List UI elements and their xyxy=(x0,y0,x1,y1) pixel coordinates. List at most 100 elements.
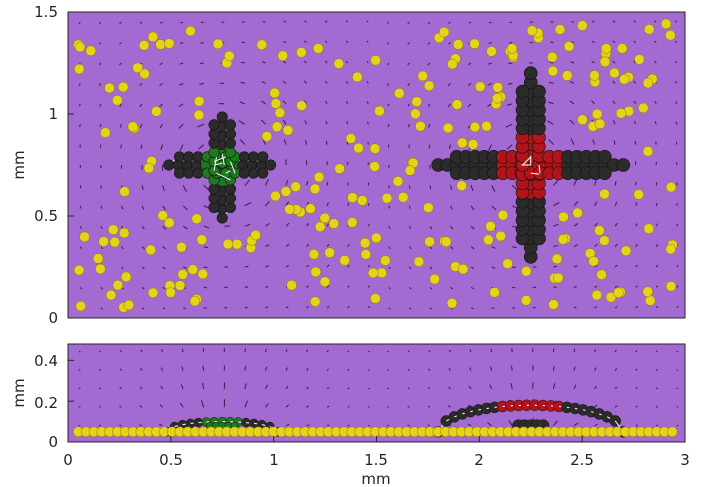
flow-arrow xyxy=(635,306,638,309)
flow-arrow xyxy=(470,246,475,250)
tracer-bead xyxy=(467,139,479,150)
tracer-bead xyxy=(290,181,301,192)
tracer-bead xyxy=(176,241,187,253)
flow-arrow xyxy=(594,243,598,247)
flow-arrow xyxy=(306,368,309,371)
flow-arrow xyxy=(635,223,638,227)
flow-arrow xyxy=(180,21,184,24)
flow-arrow xyxy=(387,42,390,45)
tracer-bead xyxy=(92,253,104,264)
flow-arrow xyxy=(387,387,390,390)
tracer-bead xyxy=(231,238,243,250)
flow-arrow xyxy=(573,244,578,248)
flow-arrow xyxy=(265,285,269,288)
flow-arrow xyxy=(160,349,164,353)
flow-arrow xyxy=(506,144,513,150)
flow-arrow xyxy=(408,225,412,230)
flow-arrow xyxy=(162,205,166,211)
tracer-bead xyxy=(117,81,129,93)
tracer-bead xyxy=(139,68,150,80)
flow-arrow xyxy=(591,20,595,23)
flow-arrow xyxy=(303,60,307,64)
particle-bead xyxy=(597,166,612,180)
flow-arrow xyxy=(139,103,143,108)
flow-arrow xyxy=(467,62,472,66)
flow-arrow xyxy=(119,103,122,107)
tracer-bead xyxy=(547,51,558,63)
flow-arrow xyxy=(508,62,513,65)
flow-arrow xyxy=(553,201,560,207)
flow-arrow xyxy=(635,243,638,247)
flow-arrow xyxy=(324,40,328,43)
particle-bead xyxy=(183,167,195,179)
flow-arrow xyxy=(429,266,433,270)
flow-arrow xyxy=(470,266,475,270)
flow-arrow xyxy=(654,60,657,64)
flow-arrow xyxy=(447,83,451,87)
flow-arrow xyxy=(179,82,184,86)
flow-arrow xyxy=(409,287,412,290)
tracer-bead xyxy=(334,163,345,174)
flow-arrow xyxy=(407,42,410,45)
flow-arrow xyxy=(240,81,246,84)
flow-arrow xyxy=(387,83,390,86)
flow-arrow xyxy=(366,101,369,104)
flow-arrow xyxy=(428,144,431,149)
particle-link xyxy=(216,172,231,181)
flow-arrow xyxy=(655,244,659,247)
top-ytick-label: 1.5 xyxy=(34,3,58,21)
flow-arrow xyxy=(470,225,475,230)
flow-arrow xyxy=(326,181,329,186)
particle-bead xyxy=(208,146,220,158)
tracer-bead xyxy=(616,43,628,54)
flow-arrow xyxy=(159,62,163,66)
bottom-flow-arrows xyxy=(78,348,679,427)
particle-bead xyxy=(208,192,220,204)
flow-arrow xyxy=(303,80,307,84)
flow-arrow xyxy=(367,369,370,371)
particle-bead xyxy=(224,128,236,140)
tracer-bead xyxy=(502,258,513,269)
flow-arrow xyxy=(265,222,270,227)
flow-arrow xyxy=(285,264,290,268)
flow-arrow xyxy=(510,383,513,390)
flow-arrow xyxy=(119,386,122,390)
tracer-bead xyxy=(599,235,610,246)
particle-bead xyxy=(224,119,236,131)
tracer-bead xyxy=(284,204,295,215)
tracer-bead xyxy=(212,38,224,50)
flow-arrow xyxy=(198,144,205,150)
flow-arrow xyxy=(283,20,287,23)
flow-arrow xyxy=(285,222,290,227)
flow-arrow xyxy=(614,243,618,247)
tracer-bead xyxy=(561,70,573,81)
tracer-bead xyxy=(609,67,620,79)
flow-arrow xyxy=(388,246,391,250)
flow-arrow xyxy=(282,100,287,105)
flow-arrow xyxy=(140,367,143,371)
flow-arrow xyxy=(448,367,451,371)
flow-arrow xyxy=(119,368,122,371)
flow-arrow xyxy=(324,60,328,64)
tracer-bead xyxy=(469,121,481,133)
flow-arrow xyxy=(182,266,187,269)
flow-arrow xyxy=(265,306,269,309)
flow-arrow xyxy=(78,21,81,25)
particle-bead xyxy=(183,151,195,163)
flow-arrow xyxy=(79,287,83,290)
tracer-bead xyxy=(112,95,123,106)
flow-arrow xyxy=(119,21,122,24)
flow-arrow xyxy=(633,40,636,43)
particle-bead xyxy=(208,128,220,140)
tracer-bead xyxy=(423,202,434,213)
tracer-bead xyxy=(75,300,87,312)
flow-arrow xyxy=(78,369,81,371)
particle-link xyxy=(225,170,231,174)
flow-arrow xyxy=(655,182,658,186)
flow-arrow xyxy=(387,103,390,107)
flow-arrow xyxy=(119,124,122,128)
flow-arrow xyxy=(447,103,451,108)
flow-arrow xyxy=(139,405,143,408)
flow-arrow xyxy=(450,205,453,210)
flow-arrow xyxy=(305,140,308,145)
